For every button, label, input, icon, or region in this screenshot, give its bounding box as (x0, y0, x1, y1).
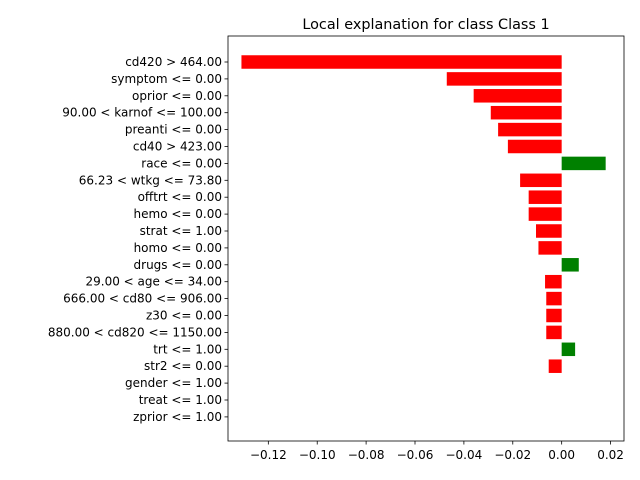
bar-9 (528, 207, 562, 221)
y-tick-label-3: 90.00 < karnof <= 100.00 (62, 106, 222, 120)
x-tick-label-7: 0.02 (597, 448, 624, 462)
bar-16 (546, 325, 562, 340)
y-tick-label-0: cd420 > 464.00 (125, 55, 222, 69)
bar-13 (545, 274, 562, 289)
bar-1 (446, 72, 562, 86)
y-tick-label-12: drugs <= 0.00 (134, 258, 222, 272)
bars-group (241, 55, 606, 373)
x-tick-label-5: −0.02 (494, 448, 531, 462)
chart-title: Local explanation for class Class 1 (302, 17, 549, 33)
y-tick-label-13: 29.00 < age <= 34.00 (86, 275, 222, 289)
bar-17 (561, 342, 576, 357)
bar-5 (507, 139, 562, 154)
y-tick-label-2: oprior <= 0.00 (132, 89, 222, 103)
x-tick-label-2: −0.08 (348, 448, 385, 462)
y-tick-label-7: 66.23 < wtkg <= 73.80 (79, 173, 222, 187)
bar-11 (538, 241, 562, 255)
y-axis-ticks: cd420 > 464.00 symptom <= 0.00 oprior <= 0… (48, 55, 228, 424)
y-tick-label-1: symptom <= 0.00 (111, 72, 222, 86)
bar-2 (473, 89, 562, 103)
bar-6 (561, 156, 606, 171)
y-tick-label-19: gender <= 1.00 (125, 376, 222, 390)
bar-12 (561, 258, 579, 272)
x-tick-label-0: −0.12 (250, 448, 287, 462)
y-tick-label-20: treat <= 1.00 (139, 393, 222, 407)
x-tick-label-4: −0.04 (445, 448, 482, 462)
y-tick-label-18: str2 <= 0.00 (144, 359, 222, 373)
bar-15 (546, 308, 562, 323)
bar-7 (520, 173, 562, 188)
y-tick-label-15: z30 <= 0.00 (146, 309, 222, 323)
y-tick-label-8: offtrt <= 0.00 (138, 190, 222, 204)
y-tick-label-11: homo <= 0.00 (134, 241, 222, 255)
bar-8 (528, 190, 562, 204)
bar-10 (536, 224, 562, 238)
y-tick-label-9: hemo <= 0.00 (134, 207, 222, 221)
x-tick-label-1: −0.10 (299, 448, 336, 462)
y-tick-label-5: cd40 > 423.00 (133, 140, 222, 154)
bar-3 (490, 105, 562, 120)
y-tick-label-17: trt <= 1.00 (153, 342, 222, 356)
y-tick-label-10: strat <= 1.00 (140, 224, 222, 238)
x-tick-label-6: 0.00 (548, 448, 575, 462)
x-tick-label-3: −0.06 (397, 448, 434, 462)
y-tick-label-4: preanti <= 0.00 (125, 123, 222, 137)
x-axis-ticks: −0.12 −0.10 −0.08 −0.06 −0.04 −0.02 0.00 0.02 (250, 441, 624, 462)
y-tick-label-16: 880.00 < cd820 <= 1150.00 (48, 325, 222, 339)
plot-frame (227, 35, 625, 442)
bar-4 (498, 122, 562, 137)
y-tick-label-6: race <= 0.00 (141, 156, 222, 170)
y-tick-label-21: zprior <= 1.00 (133, 410, 222, 424)
bar-14 (546, 291, 562, 306)
y-tick-label-14: 666.00 < cd80 <= 906.00 (63, 292, 222, 306)
bar-18 (548, 359, 562, 373)
bar-0 (241, 55, 562, 69)
